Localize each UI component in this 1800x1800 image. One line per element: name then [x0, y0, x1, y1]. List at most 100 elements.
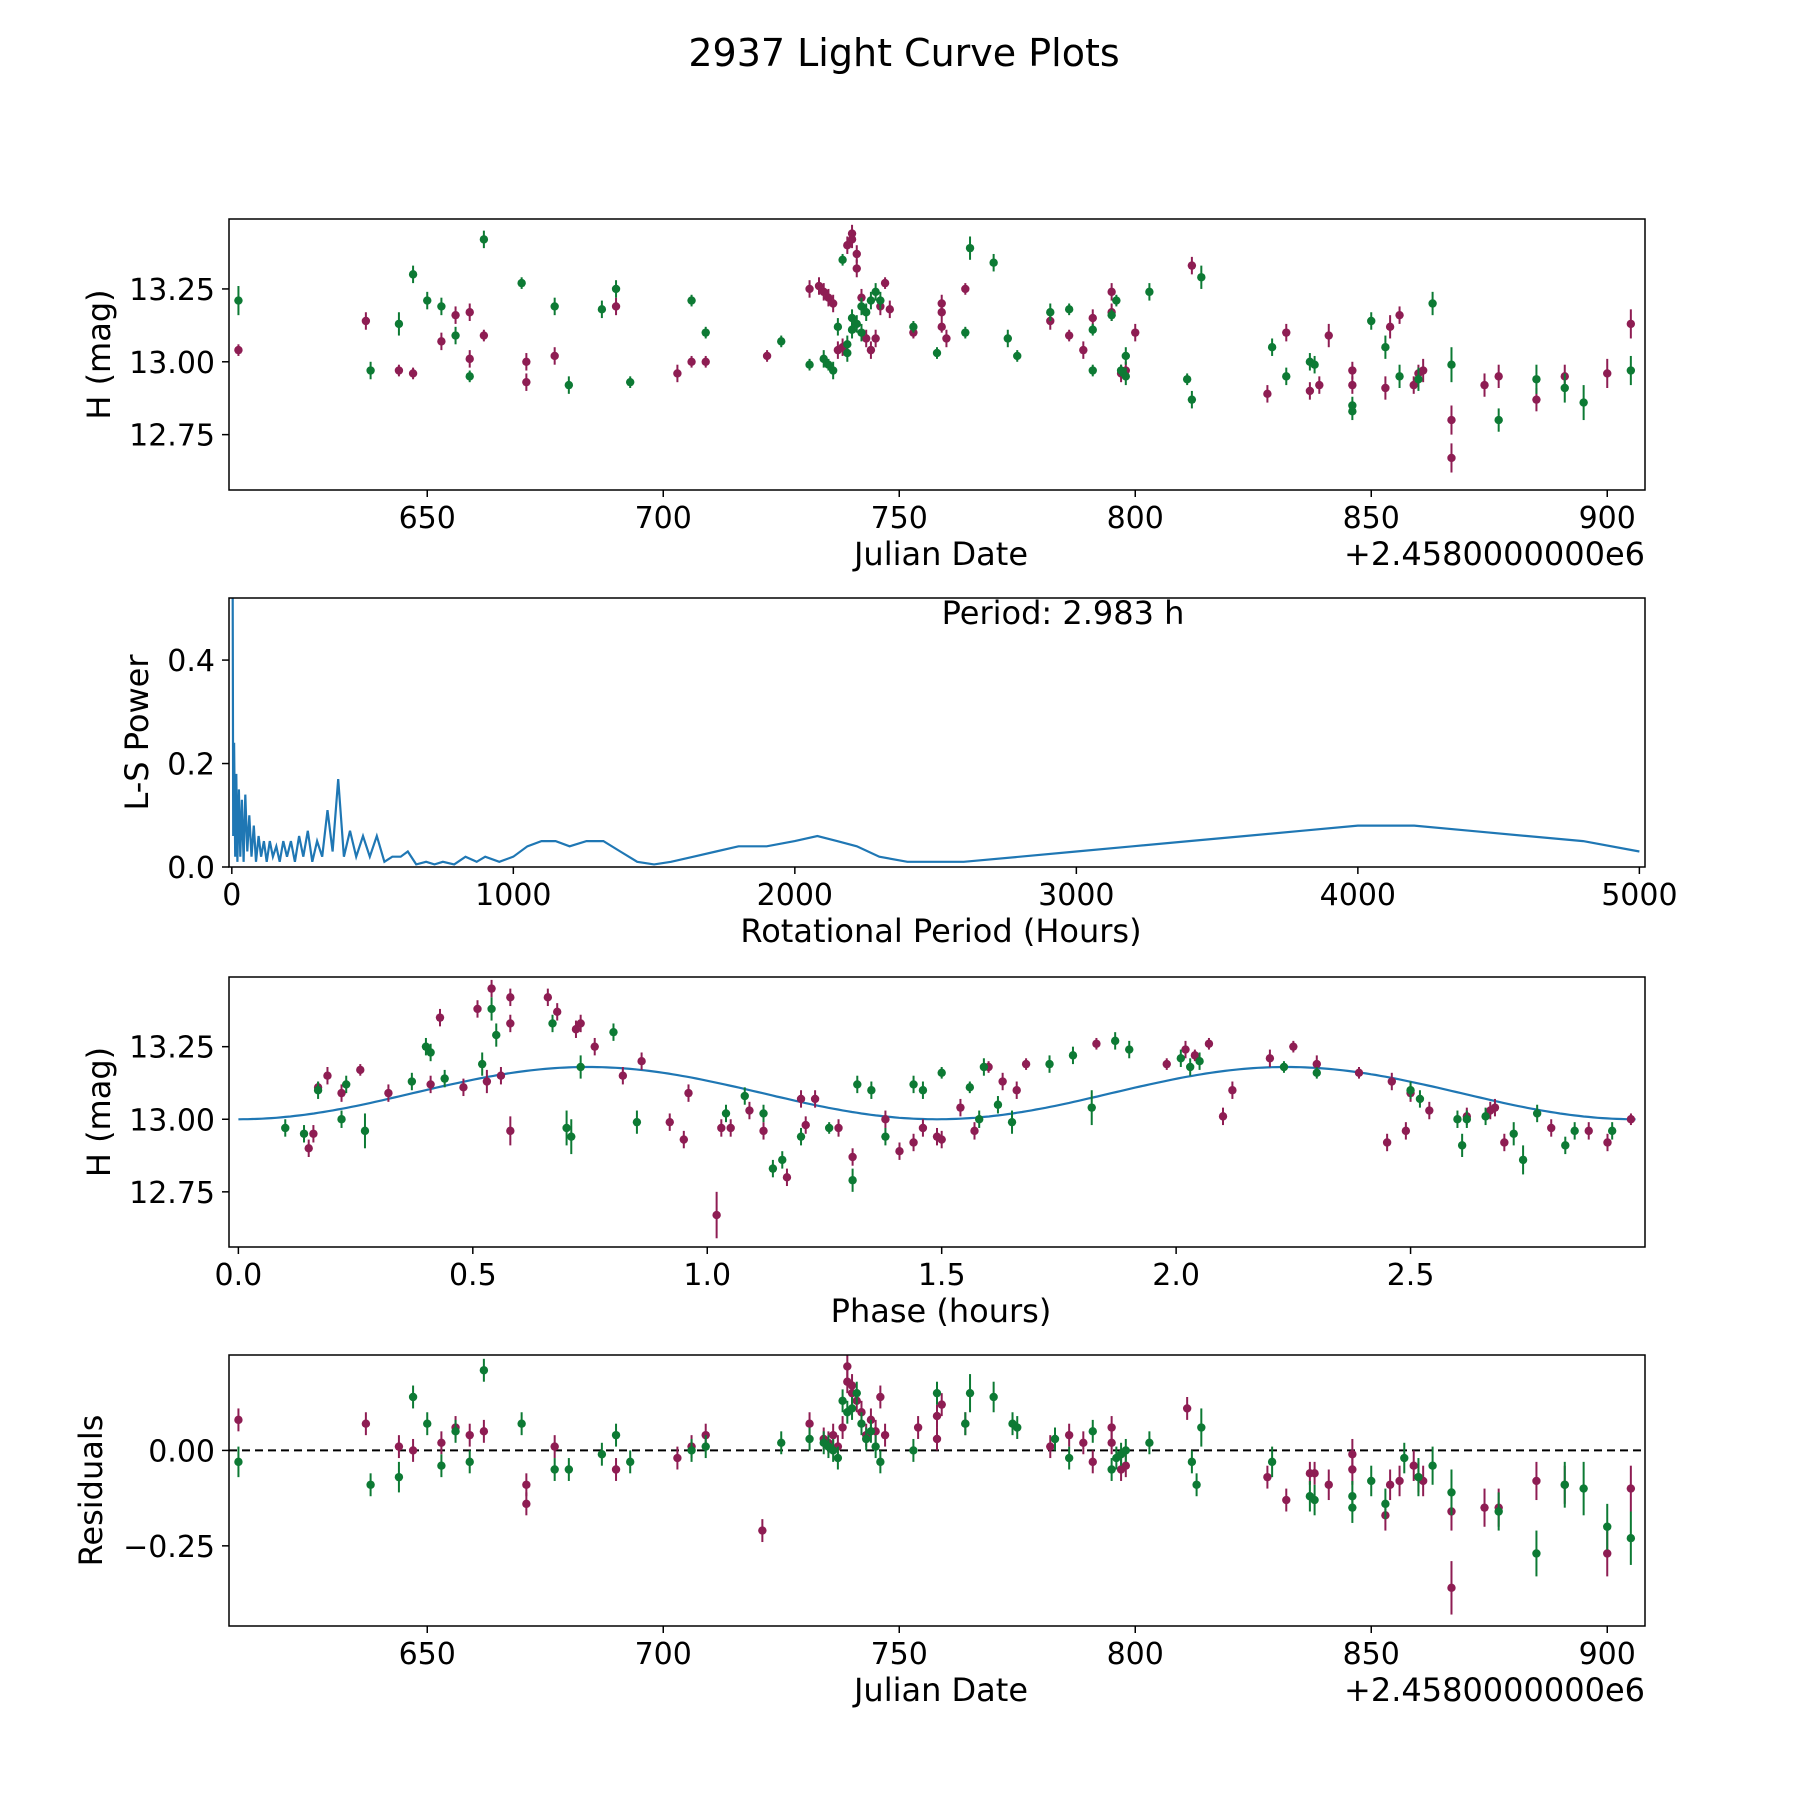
- data-point: [337, 1088, 346, 1098]
- data-point: [1088, 366, 1097, 375]
- data-point: [1310, 1469, 1319, 1478]
- data-point: [810, 1094, 820, 1104]
- data-point: [366, 366, 375, 375]
- data-point: [611, 1430, 621, 1440]
- data-point: [853, 1080, 862, 1089]
- data-point: [1348, 1492, 1357, 1501]
- data-point: [1013, 351, 1022, 361]
- data-point: [611, 1465, 621, 1474]
- data-point: [465, 308, 474, 317]
- y-axis-label: Residuals: [72, 1415, 110, 1567]
- y-tick-label: 13.00: [129, 1103, 215, 1138]
- data-point: [838, 1423, 847, 1432]
- data-point: [701, 1442, 710, 1451]
- x-tick-label: 850: [1343, 1637, 1400, 1672]
- data-point: [1348, 366, 1357, 375]
- data-point: [833, 322, 843, 332]
- data-point: [1012, 1086, 1021, 1095]
- data-point: [989, 258, 998, 267]
- data-point: [1324, 331, 1333, 340]
- data-point: [506, 1019, 515, 1028]
- data-point: [843, 1362, 852, 1371]
- data-point: [437, 1461, 446, 1470]
- data-point: [937, 322, 946, 332]
- data-point: [687, 1446, 696, 1455]
- data-point: [717, 1123, 726, 1133]
- panel-residuals: 650 700 750 800 850 900 −0.25 0.00 Julian Date Re…: [72, 1354, 1646, 1709]
- x-tick-label: 650: [399, 1637, 456, 1672]
- data-point: [567, 1132, 576, 1141]
- data-point: [857, 302, 866, 311]
- y-axis-label: L-S Power: [118, 654, 156, 811]
- data-point: [479, 1366, 489, 1375]
- data-point: [726, 1123, 735, 1133]
- series-magenta: [304, 979, 1636, 1239]
- data-point: [1190, 1051, 1200, 1060]
- data-point: [909, 1080, 918, 1089]
- data-point: [479, 1427, 489, 1436]
- axes-frame: [228, 1354, 1646, 1627]
- data-point: [805, 1419, 814, 1428]
- data-point: [824, 360, 833, 369]
- data-point: [1494, 415, 1503, 425]
- data-point: [421, 1042, 431, 1051]
- x-tick-label: 700: [635, 1637, 692, 1672]
- data-point: [1409, 380, 1418, 390]
- data-point: [805, 284, 814, 294]
- data-point: [847, 235, 857, 244]
- data-point: [1046, 1442, 1055, 1451]
- data-point: [465, 372, 474, 381]
- data-point: [1560, 1480, 1569, 1489]
- data-point: [407, 1077, 417, 1086]
- data-point: [342, 1080, 351, 1089]
- data-point: [1532, 375, 1541, 384]
- data-point: [1305, 386, 1315, 396]
- data-point: [522, 357, 531, 366]
- data-point: [1064, 331, 1074, 340]
- data-point: [522, 377, 531, 387]
- data-point: [1087, 1103, 1096, 1112]
- y-axis-label: H (mag): [80, 1047, 118, 1177]
- data-point: [1187, 1457, 1197, 1467]
- data-point: [1003, 334, 1012, 343]
- data-point: [932, 1411, 942, 1421]
- y-tick-label: 0.2: [167, 748, 215, 783]
- x-tick-label: 1000: [475, 878, 551, 913]
- data-point: [1218, 1112, 1228, 1121]
- data-point: [571, 1025, 581, 1034]
- y-tick-label: 13.25: [129, 1031, 215, 1066]
- data-point: [451, 331, 460, 340]
- data-point: [632, 1117, 642, 1127]
- y-tick-label: 0.00: [148, 1434, 215, 1469]
- x-tick-label: 900: [1579, 1637, 1636, 1672]
- data-point: [918, 1123, 928, 1133]
- data-point: [965, 243, 975, 253]
- y-tick-label: 13.25: [129, 273, 215, 308]
- data-point: [1603, 1549, 1612, 1558]
- data-point: [506, 1126, 515, 1136]
- data-point: [961, 1419, 970, 1428]
- data-point: [459, 1083, 468, 1092]
- data-point: [1046, 308, 1055, 317]
- data-point: [1145, 1438, 1154, 1447]
- data-point: [1131, 328, 1140, 337]
- data-point: [866, 296, 876, 305]
- data-point: [597, 1450, 607, 1459]
- data-point: [796, 1132, 806, 1141]
- data-point: [1013, 1423, 1022, 1432]
- data-point: [759, 1126, 768, 1136]
- data-point: [998, 1077, 1007, 1086]
- data-point: [778, 1155, 787, 1165]
- data-point: [1121, 372, 1131, 381]
- data-point: [479, 235, 489, 244]
- data-point: [1367, 1476, 1376, 1486]
- data-point: [1457, 1141, 1467, 1150]
- data-point: [473, 1004, 482, 1014]
- data-point: [1263, 1472, 1272, 1482]
- data-point: [304, 1144, 313, 1153]
- data-point: [1385, 1480, 1395, 1489]
- data-point: [550, 1442, 559, 1451]
- data-point: [1579, 398, 1588, 407]
- data-point: [1415, 1094, 1425, 1104]
